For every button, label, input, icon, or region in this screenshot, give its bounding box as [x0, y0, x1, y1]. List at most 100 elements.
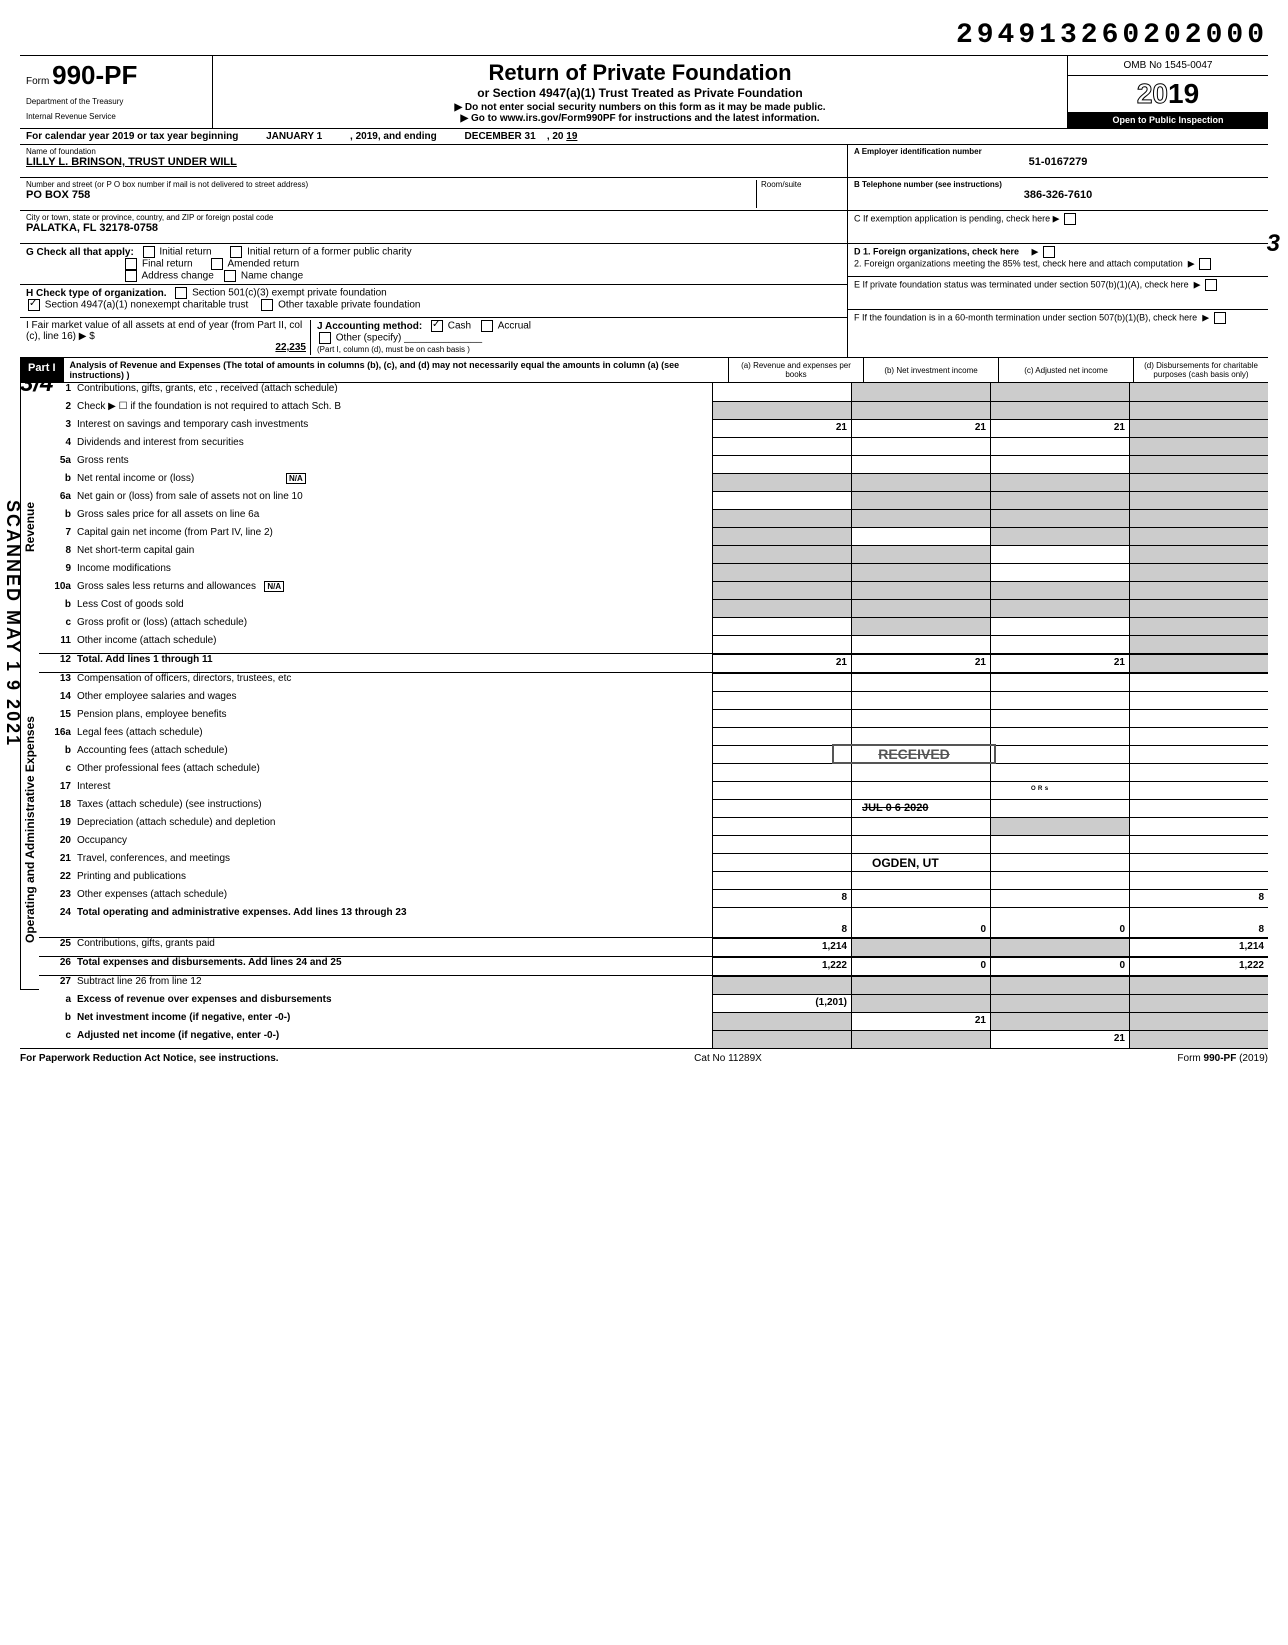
city-label: City or town, state or province, country…: [26, 213, 841, 222]
calendar-year-row: For calendar year 2019 or tax year begin…: [20, 129, 1268, 145]
checkbox-other[interactable]: [319, 332, 331, 344]
rows: 1Contributions, gifts, grants, etc , rec…: [39, 383, 1268, 1048]
line-10a: 10aGross sales less returns and allowanc…: [39, 581, 1268, 599]
cal-prefix: For calendar year 2019 or tax year begin…: [26, 131, 238, 142]
revenue-label: Revenue: [20, 383, 39, 671]
g-opt-0: Initial return: [159, 247, 211, 258]
j-label: J Accounting method:: [317, 321, 422, 332]
city-value: PALATKA, FL 32178-0758: [26, 222, 841, 234]
line-27c: cAdjusted net income (if negative, enter…: [39, 1030, 1268, 1048]
i-label: I Fair market value of all assets at end…: [26, 320, 302, 342]
c-label: C If exemption application is pending, c…: [854, 213, 1060, 223]
side-labels: Revenue Operating and Administrative Exp…: [20, 383, 39, 1048]
cal-yr: 19: [566, 131, 577, 142]
line-18: 18Taxes (attach schedule) (see instructi…: [39, 799, 1268, 817]
line-27: 27Subtract line 26 from line 12: [39, 975, 1268, 994]
checkbox-initial-former[interactable]: [230, 246, 242, 258]
part1-title: Analysis of Revenue and Expenses (The to…: [64, 358, 728, 382]
f-cell: F If the foundation is in a 60-month ter…: [848, 310, 1268, 342]
handwritten-3: 3: [1267, 230, 1280, 258]
line-5a: 5aGross rents: [39, 455, 1268, 473]
name-label: Name of foundation: [26, 147, 841, 156]
g-opt-5: Name change: [241, 271, 303, 282]
form-title: Return of Private Foundation: [219, 60, 1061, 86]
phone-cell: B Telephone number (see instructions) 38…: [848, 178, 1268, 211]
h-opt-3: Other taxable private foundation: [278, 300, 420, 311]
col-c-head: (c) Adjusted net income: [998, 358, 1133, 382]
name-cell: Name of foundation LILLY L. BRINSON, TRU…: [20, 145, 847, 178]
j-cash: Cash: [448, 321, 471, 332]
row-ij: I Fair market value of all assets at end…: [20, 318, 847, 357]
checkbox-d2[interactable]: [1199, 258, 1211, 270]
c-cell: C If exemption application is pending, c…: [848, 211, 1268, 244]
na-10a: N/A: [264, 581, 284, 592]
a-label: A Employer identification number: [854, 147, 1262, 156]
checkbox-final[interactable]: [125, 258, 137, 270]
line-3: 3Interest on savings and temporary cash …: [39, 419, 1268, 437]
checkbox-other-taxable[interactable]: [261, 299, 273, 311]
b-label: B Telephone number (see instructions): [854, 180, 1262, 189]
g-label: G Check all that apply:: [26, 247, 134, 258]
id-left: Name of foundation LILLY L. BRINSON, TRU…: [20, 145, 847, 357]
checkbox-f[interactable]: [1214, 312, 1226, 324]
omb-number: OMB No 1545-0047: [1068, 56, 1268, 76]
checkbox-name[interactable]: [224, 270, 236, 282]
g-opt-3: Amended return: [228, 259, 300, 270]
received-stamp: RECEIVED: [832, 744, 996, 764]
h-label: H Check type of organization.: [26, 288, 167, 299]
inspection-notice: Open to Public Inspection: [1068, 112, 1268, 128]
line-17: 17Interest ᴼ ᴿ ˢ: [39, 781, 1268, 799]
line-15: 15Pension plans, employee benefits: [39, 709, 1268, 727]
part1-table: Revenue Operating and Administrative Exp…: [20, 383, 1268, 1049]
e-label: E If private foundation status was termi…: [854, 279, 1189, 289]
checkbox-d1[interactable]: [1043, 246, 1055, 258]
foundation-name: LILLY L. BRINSON, TRUST UNDER WILL: [26, 156, 841, 168]
line-1: 1Contributions, gifts, grants, etc , rec…: [39, 383, 1268, 401]
line-10c: cGross profit or (loss) (attach schedule…: [39, 617, 1268, 635]
g-opt-2: Final return: [142, 259, 193, 270]
city-cell: City or town, state or province, country…: [20, 211, 847, 244]
opex-label: Operating and Administrative Expenses: [20, 671, 39, 990]
row-h: H Check type of organization. Section 50…: [20, 285, 847, 318]
line-10b: bLess Cost of goods sold: [39, 599, 1268, 617]
d-cell: D 1. Foreign organizations, check here ▶…: [848, 244, 1268, 277]
cal-suffix: , 20: [547, 131, 564, 142]
line-23: 23Other expenses (attach schedule) 88: [39, 889, 1268, 907]
addr-label: Number and street (or P O box number if …: [26, 180, 756, 189]
cal-mid: , 2019, and ending: [350, 131, 437, 142]
line-5b: bNet rental income or (loss) N/A: [39, 473, 1268, 491]
form-note: ▶ Do not enter social security numbers o…: [219, 102, 1061, 113]
checkbox-4947a1[interactable]: [28, 299, 40, 311]
form-name: 990-PF: [52, 60, 137, 90]
line-25: 25Contributions, gifts, grants paid 1,21…: [39, 937, 1268, 956]
line-7: 7Capital gain net income (from Part IV, …: [39, 527, 1268, 545]
line-24: 24Total operating and administrative exp…: [39, 907, 1268, 937]
checkbox-e[interactable]: [1205, 279, 1217, 291]
checkbox-initial[interactable]: [143, 246, 155, 258]
phone-value: 386-326-7610: [854, 189, 1262, 201]
footer-center: Cat No 11289X: [694, 1053, 762, 1064]
part1-header: Part I Analysis of Revenue and Expenses …: [20, 358, 1268, 383]
line-13: 13Compensation of officers, directors, t…: [39, 672, 1268, 691]
line-21: 21Travel, conferences, and meetings OGDE…: [39, 853, 1268, 871]
checkbox-501c3[interactable]: [175, 287, 187, 299]
identification-block: Name of foundation LILLY L. BRINSON, TRU…: [20, 145, 1268, 358]
line-6a: 6aNet gain or (loss) from sale of assets…: [39, 491, 1268, 509]
line-12: 12Total. Add lines 1 through 11 212121: [39, 653, 1268, 672]
g-opt-1: Initial return of a former public charit…: [247, 247, 412, 258]
j-accrual: Accrual: [498, 321, 531, 332]
checkbox-amended[interactable]: [211, 258, 223, 270]
checkbox-address[interactable]: [125, 270, 137, 282]
cal-month2: DECEMBER 31: [465, 131, 536, 142]
j-note: (Part I, column (d), must be on cash bas…: [317, 345, 470, 354]
checkbox-accrual[interactable]: [481, 320, 493, 332]
cal-month1: JANUARY 1: [266, 131, 322, 142]
checkbox-c[interactable]: [1064, 213, 1076, 225]
h-opt-1: Section 501(c)(3) exempt private foundat…: [192, 288, 387, 299]
checkbox-cash[interactable]: [431, 320, 443, 332]
year-bold: 19: [1168, 78, 1199, 109]
document-number: 294913260202000: [20, 20, 1268, 51]
line-27b: bNet investment income (if negative, ent…: [39, 1012, 1268, 1030]
g-opt-4: Address change: [141, 271, 213, 282]
ein-cell: A Employer identification number 51-0167…: [848, 145, 1268, 178]
